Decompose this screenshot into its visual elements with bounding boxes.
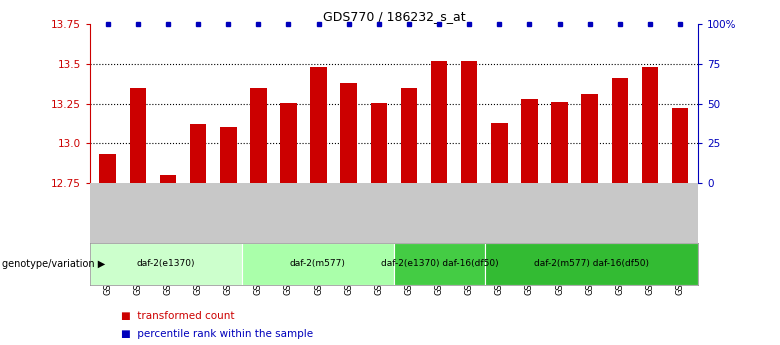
Bar <box>672 108 688 183</box>
Text: ■  percentile rank within the sample: ■ percentile rank within the sample <box>121 329 313 338</box>
Bar <box>90 243 242 285</box>
Bar <box>242 243 394 285</box>
Bar <box>491 122 508 183</box>
Text: genotype/variation ▶: genotype/variation ▶ <box>2 259 105 269</box>
Title: GDS770 / 186232_s_at: GDS770 / 186232_s_at <box>323 10 465 23</box>
Bar <box>370 104 387 183</box>
Bar <box>521 99 537 183</box>
Bar <box>129 88 146 183</box>
Bar <box>581 94 598 183</box>
Text: daf-2(e1370) daf-16(df50): daf-2(e1370) daf-16(df50) <box>381 259 498 268</box>
Bar <box>160 175 176 183</box>
Bar <box>100 154 116 183</box>
Bar <box>220 127 236 183</box>
Bar <box>551 102 568 183</box>
Bar <box>431 61 448 183</box>
Bar <box>340 83 357 183</box>
Bar <box>394 243 485 285</box>
Bar <box>250 88 267 183</box>
Bar <box>612 78 628 183</box>
Bar <box>190 124 207 183</box>
Text: daf-2(m577) daf-16(df50): daf-2(m577) daf-16(df50) <box>534 259 649 268</box>
Bar <box>461 61 477 183</box>
Text: daf-2(m577): daf-2(m577) <box>290 259 346 268</box>
Text: daf-2(e1370): daf-2(e1370) <box>136 259 195 268</box>
Bar <box>485 243 698 285</box>
Bar <box>401 88 417 183</box>
Bar <box>642 67 658 183</box>
Text: ■  transformed count: ■ transformed count <box>121 311 235 321</box>
Bar <box>310 67 327 183</box>
Bar <box>280 104 296 183</box>
